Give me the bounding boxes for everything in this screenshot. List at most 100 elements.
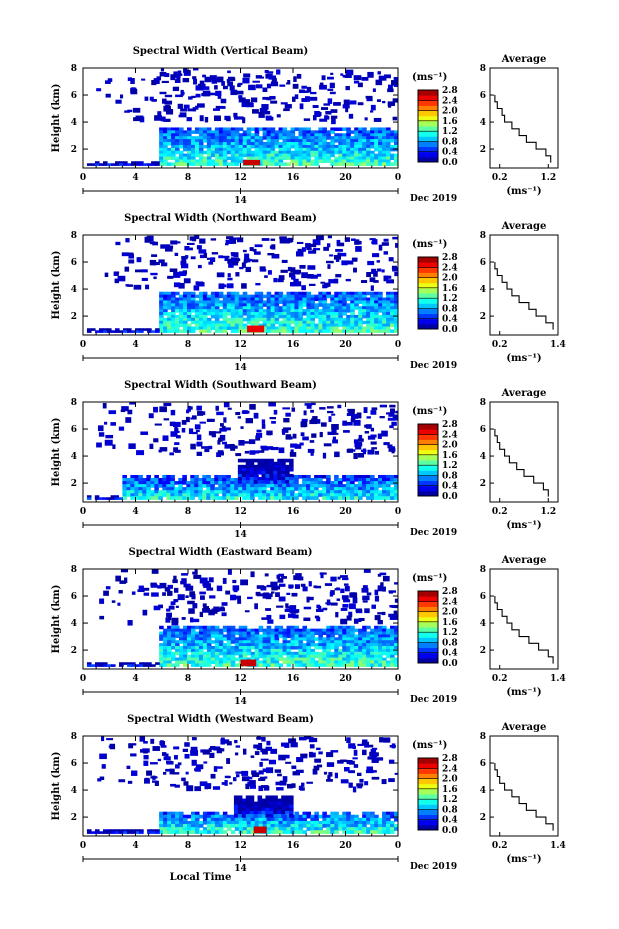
echo-cell [235, 774, 240, 778]
heatmap-cell [246, 640, 252, 644]
heatmap-cell [102, 163, 108, 166]
heatmap-cell [194, 654, 200, 659]
heatmap-cell [171, 323, 176, 328]
heatmap-cell [139, 662, 144, 665]
heatmap-cell [162, 474, 167, 479]
heatmap-cell [318, 303, 323, 307]
heatmap-cell [163, 326, 168, 331]
heatmap-cell [250, 297, 256, 302]
heatmap-cell [274, 130, 280, 134]
echo-cell [382, 575, 390, 582]
heatmap-cell [214, 329, 220, 333]
heatmap-cell [338, 303, 343, 307]
heatmap-cell [262, 312, 268, 316]
heatmap-cell [257, 810, 263, 815]
echo-cell [219, 427, 227, 432]
heatmap-cell [282, 660, 288, 665]
heatmap-cell [318, 631, 323, 636]
heatmap-cell [218, 153, 224, 158]
heatmap-cell [171, 139, 176, 143]
echo-cell [208, 747, 212, 752]
heatmap-cell [306, 474, 311, 479]
heatmap-cell [163, 139, 168, 143]
echo-cell [353, 80, 360, 84]
heatmap-cell [230, 147, 236, 152]
echo-cell [152, 746, 160, 751]
colorbar-cell [418, 131, 438, 137]
heatmap-cell [262, 320, 268, 325]
heatmap-cell [253, 807, 259, 812]
colorbar-cell [418, 429, 438, 435]
heatmap-cell [346, 814, 351, 819]
colorbar-cell [418, 313, 438, 320]
heatmap-cell [338, 651, 343, 656]
heatmap-cell [175, 657, 180, 662]
heatmap-cell [175, 303, 180, 307]
heatmap-cell [214, 317, 220, 322]
heatmap-cell [167, 648, 172, 653]
echo-cell [309, 96, 318, 101]
heatmap-cell [262, 133, 268, 137]
heatmap-cell [366, 817, 371, 822]
heatmap-cell [390, 657, 395, 662]
heatmap-cell [342, 493, 347, 497]
average-profile-line [494, 596, 554, 664]
heatmap-cell [122, 478, 127, 482]
heatmap-cell [242, 824, 248, 828]
heatmap-cell [394, 133, 398, 137]
heatmap-cell [254, 657, 260, 662]
heatmap-cell [194, 640, 200, 644]
echo-cell [306, 86, 312, 93]
heatmap-cell [206, 306, 212, 310]
heatmap-cell [346, 474, 351, 479]
heatmap-cell [298, 663, 304, 667]
heatmap-cell [179, 314, 184, 319]
heatmap-cell [262, 490, 267, 494]
heatmap-cell [282, 136, 288, 140]
heatmap-cell [147, 163, 152, 166]
heatmap-cell [374, 300, 379, 304]
heatmap-cell [122, 490, 127, 494]
echo-cell [377, 71, 381, 75]
echo-cell [314, 758, 322, 763]
heatmap-cell [190, 144, 196, 149]
heatmap-cell [258, 291, 264, 296]
heatmap-cell [222, 648, 228, 653]
heatmap-cell [290, 484, 295, 488]
heatmap-cell [378, 162, 383, 166]
echo-cell [291, 592, 298, 597]
echo-cell [342, 104, 350, 109]
heatmap-cell [362, 634, 367, 638]
heatmap-cell [233, 807, 239, 812]
heatmap-cell [282, 309, 288, 313]
heatmap-cell [302, 309, 308, 313]
heatmap-cell [362, 162, 367, 166]
heatmap-cell [358, 830, 363, 834]
echo-cell [130, 89, 138, 95]
heatmap-cell [159, 309, 164, 313]
echo-cell [320, 572, 324, 579]
heatmap-cell [358, 640, 363, 644]
heatmap-cell [302, 631, 308, 636]
heatmap-cell [318, 297, 323, 302]
heatmap-cell [286, 309, 292, 313]
heatmap-cell [254, 300, 260, 304]
echo-cell [188, 608, 195, 614]
echo-cell [256, 748, 263, 751]
heatmap-cell [358, 484, 363, 488]
heatmap-cell [394, 329, 398, 333]
heatmap-cell [366, 660, 371, 665]
heatmap-cell [310, 637, 315, 641]
colorbar-tick-label: 2.4 [442, 430, 458, 440]
heatmap-cell [390, 306, 395, 310]
heatmap-cell [298, 643, 304, 647]
heatmap-cell [370, 634, 375, 638]
echo-cell [251, 259, 259, 263]
panel-title: Spectral Width (Vertical Beam) [133, 46, 309, 57]
heatmap-cell [171, 162, 176, 166]
date-month-label: Dec 2019 [410, 361, 457, 371]
echo-cell [196, 441, 203, 446]
echo-cell [287, 783, 293, 789]
heatmap-cell [306, 159, 312, 163]
heatmap-cell [394, 130, 398, 134]
